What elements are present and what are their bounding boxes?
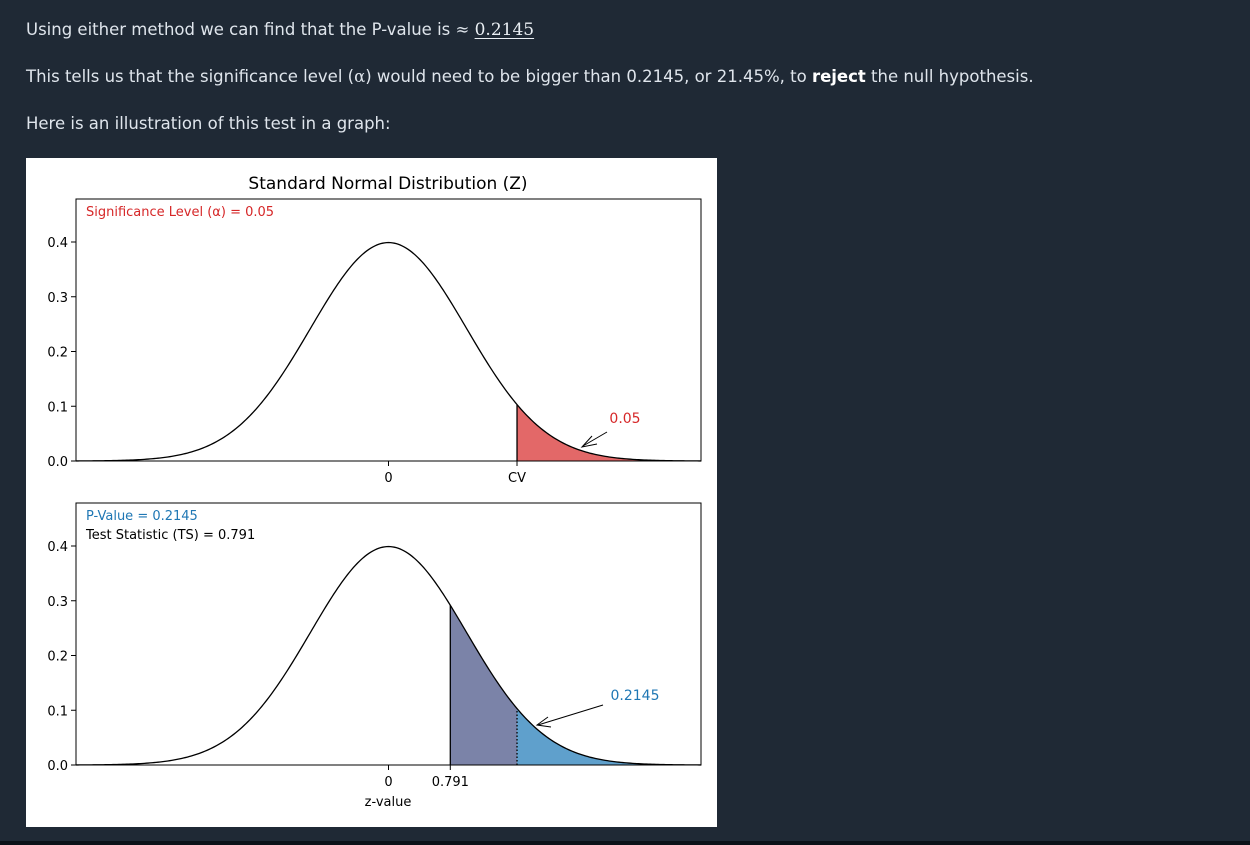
pvalue-chart-y-axis: 0.0 0.1 0.2 0.3 0.4 bbox=[47, 540, 76, 774]
pvalue-arrow-line bbox=[537, 704, 604, 726]
alpha-chart-x-axis: 0 CV bbox=[384, 461, 526, 486]
x-axis-label: z-value bbox=[365, 795, 412, 810]
alpha-symbol: α bbox=[354, 67, 366, 86]
y-tick-label: 0.0 bbox=[47, 455, 68, 470]
y-tick-label: 0.1 bbox=[47, 704, 68, 719]
significance-annotation: Significance Level (α) = 0.05 bbox=[86, 205, 274, 220]
x-tick-label: 0 bbox=[384, 775, 392, 790]
significance-sentence: This tells us that the significance leve… bbox=[26, 67, 1034, 86]
y-tick-label: 0.3 bbox=[47, 595, 68, 610]
pvalue-arrow-head bbox=[535, 716, 552, 728]
bottom-edge-bar bbox=[0, 841, 1250, 845]
pvalue-result: 0.2145 bbox=[474, 20, 535, 40]
pvalue-sentence: Using either method we can find that the… bbox=[26, 20, 534, 40]
x-tick-label: 0.791 bbox=[432, 775, 469, 790]
x-tick-label: CV bbox=[508, 471, 526, 486]
alpha-chart-panel: 0.0 0.1 0.2 0.3 0.4 0 CV Significance Level (… bbox=[47, 198, 702, 486]
charts-svg: Standard Normal Distribution (Z) 0.00.10… bbox=[47, 174, 702, 810]
pvalue-sentence-text: Using either method we can find that the… bbox=[26, 20, 451, 39]
test-statistic-annotation: Test Statistic (TS) = 0.791 bbox=[85, 528, 255, 543]
pvalue-chart-curve bbox=[75, 545, 702, 766]
pvalue-chart-x-axis: 0 0.791 bbox=[384, 765, 469, 790]
significance-text-2: ) would need to be bigger than 0.2145, o… bbox=[365, 67, 807, 86]
y-tick-label: 0.2 bbox=[47, 346, 68, 361]
significance-text-1: This tells us that the significance leve… bbox=[26, 67, 355, 86]
reject-word: reject bbox=[811, 67, 866, 86]
alpha-chart-frame bbox=[75, 198, 702, 462]
illustration-intro: Here is an illustration of this test in … bbox=[26, 114, 391, 133]
alpha-arrow-head bbox=[580, 435, 598, 448]
pvalue-annotation: P-Value = 0.2145 bbox=[86, 509, 198, 524]
alpha-chart-y-axis: 0.0 0.1 0.2 0.3 0.4 bbox=[47, 236, 76, 470]
chart-title: Standard Normal Distribution (Z) bbox=[248, 174, 527, 194]
y-tick-label: 0.4 bbox=[47, 540, 68, 555]
approx-symbol: ≈ bbox=[455, 20, 470, 39]
alpha-chart-curve bbox=[75, 241, 702, 462]
alpha-region bbox=[517, 404, 701, 461]
y-tick-label: 0.3 bbox=[47, 291, 68, 306]
y-tick-label: 0.1 bbox=[47, 400, 68, 415]
y-tick-label: 0.4 bbox=[47, 236, 68, 251]
x-tick-label: 0 bbox=[384, 471, 392, 486]
alpha-area-label: 0.05 bbox=[609, 411, 640, 427]
y-tick-label: 0.2 bbox=[47, 650, 68, 665]
overlap-region bbox=[450, 605, 518, 765]
pvalue-area-label: 0.2145 bbox=[611, 688, 660, 704]
significance-text-3: the null hypothesis. bbox=[871, 67, 1034, 86]
normal-distribution-figure: Standard Normal Distribution (Z) 0.0 0.1 0… bbox=[26, 158, 717, 827]
y-tick-label: 0.0 bbox=[47, 759, 68, 774]
pvalue-chart-panel: 0.00.10.20.30.4 0 0.791 P-Value = 0.2145 … bbox=[47, 502, 702, 810]
alpha-arrow-line bbox=[582, 431, 608, 447]
